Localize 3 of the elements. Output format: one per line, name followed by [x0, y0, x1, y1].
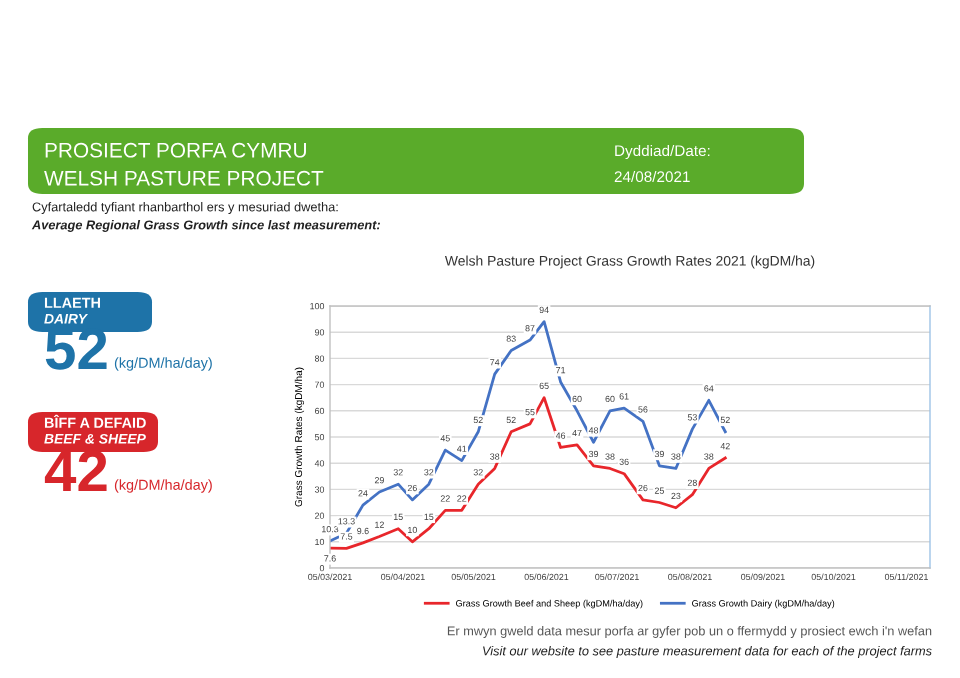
text: PROSIECT PORFA CYMRU	[45, 142, 306, 158]
text: WELSH PASTURE PROJECT	[44, 170, 324, 186]
text: 42	[44, 450, 107, 492]
